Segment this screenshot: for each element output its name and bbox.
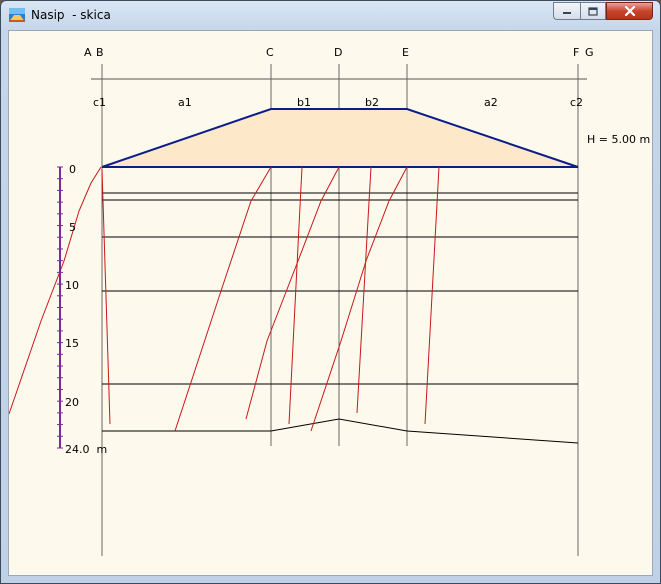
depth-label-0: 0 [69,163,76,176]
column-letter-e: E [402,46,409,59]
failure-line [424,166,440,425]
embankment-body [101,108,579,168]
failure-line [174,166,272,432]
column-letter-g: G [585,46,594,59]
segment-label-c2: c2 [570,96,583,109]
window-title: Nasip - skica [31,8,111,22]
failure-lines [9,166,440,432]
depth-label-10: 10 [65,279,79,292]
failure-line [288,166,303,425]
maximize-button[interactable] [580,2,606,20]
close-button[interactable] [606,2,653,20]
failure-line [101,168,111,425]
segment-label-a1: a1 [178,96,192,109]
failure-line [356,166,372,414]
depth-scale-ticks [57,166,63,449]
column-letter-d: D [334,46,342,59]
depth-end-label: 24.0 m [65,443,107,456]
segment-label-b2: b2 [365,96,379,109]
column-letter-f: F [573,46,579,59]
failure-line [245,166,340,420]
depth-label-15: 15 [65,337,79,350]
depth-label-5: 5 [69,221,76,234]
soil-layers [102,192,579,444]
app-icon [9,8,25,22]
failure-line [9,166,102,415]
segment-label-a2: a2 [484,96,498,109]
column-letter-c: C [266,46,274,59]
failure-line [310,166,408,432]
segment-label-c1: c1 [93,96,106,109]
maximize-icon [588,6,598,16]
minimize-icon [563,12,571,14]
depth-label-20: 20 [65,396,79,409]
minimize-button[interactable] [553,2,580,20]
height-label: H = 5.00 m [587,133,650,146]
bottom-boundary [102,418,579,444]
depth-scale: 0 5 10 15 20 24.0 m [57,163,107,456]
column-letter-a: A [84,46,92,59]
close-icon [624,6,635,16]
embankment-sketch: A B C D E F G c1 a1 b1 b2 a2 c2 [9,46,650,556]
sketch-canvas-area: A B C D E F G c1 a1 b1 b2 a2 c2 [8,30,653,576]
segment-label-b1: b1 [297,96,311,109]
title-bar[interactable]: Nasip - skica [1,1,660,29]
column-letter-b: B [96,46,104,59]
